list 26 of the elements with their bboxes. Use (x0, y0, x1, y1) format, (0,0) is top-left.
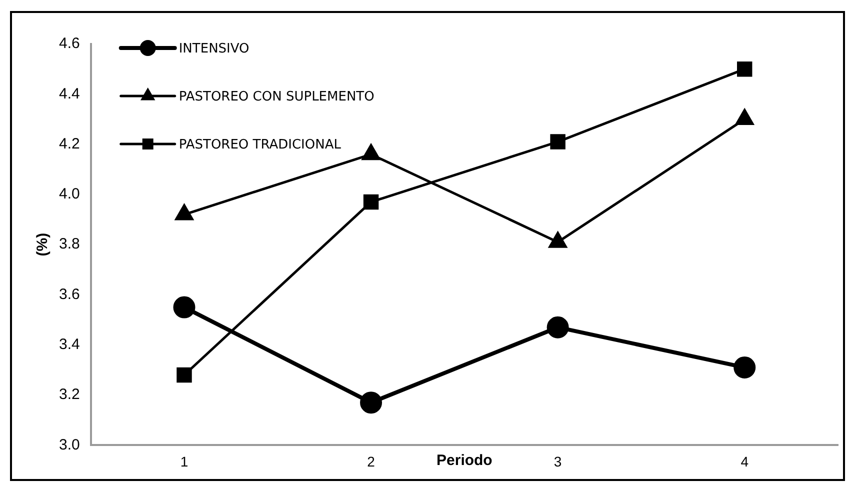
x-axis-title: Periodo (436, 452, 492, 470)
legend-label: PASTOREO CON SUPLEMENTO (178, 89, 374, 104)
legend-label: INTENSIVO (178, 41, 250, 56)
point (736, 61, 752, 77)
legend-label: PASTOREO TRADICIONAL (178, 137, 342, 152)
y-tick-label: 3.8 (58, 236, 80, 253)
x-tick-label: 4 (740, 453, 749, 470)
point (360, 392, 382, 414)
point (734, 356, 756, 378)
point (546, 316, 569, 338)
x-tick-label: 3 (554, 453, 562, 470)
y-tick-label: 4.6 (58, 35, 80, 52)
y-tick-label: 4.0 (58, 186, 80, 203)
y-tick-label: 3.2 (58, 386, 80, 404)
point (173, 296, 196, 318)
y-axis-title: (%) (34, 232, 52, 256)
point (176, 367, 192, 383)
x-tick-label: 2 (367, 453, 376, 470)
x-tick-label: 1 (180, 453, 188, 470)
y-tick-label: 3.4 (58, 336, 80, 354)
point (550, 134, 566, 150)
y-tick-label: 4.4 (58, 85, 80, 102)
point (363, 194, 379, 210)
y-tick-label: 4.2 (58, 135, 80, 152)
y-tick-label: 3.0 (58, 436, 80, 454)
y-tick-label: 3.6 (58, 286, 80, 303)
